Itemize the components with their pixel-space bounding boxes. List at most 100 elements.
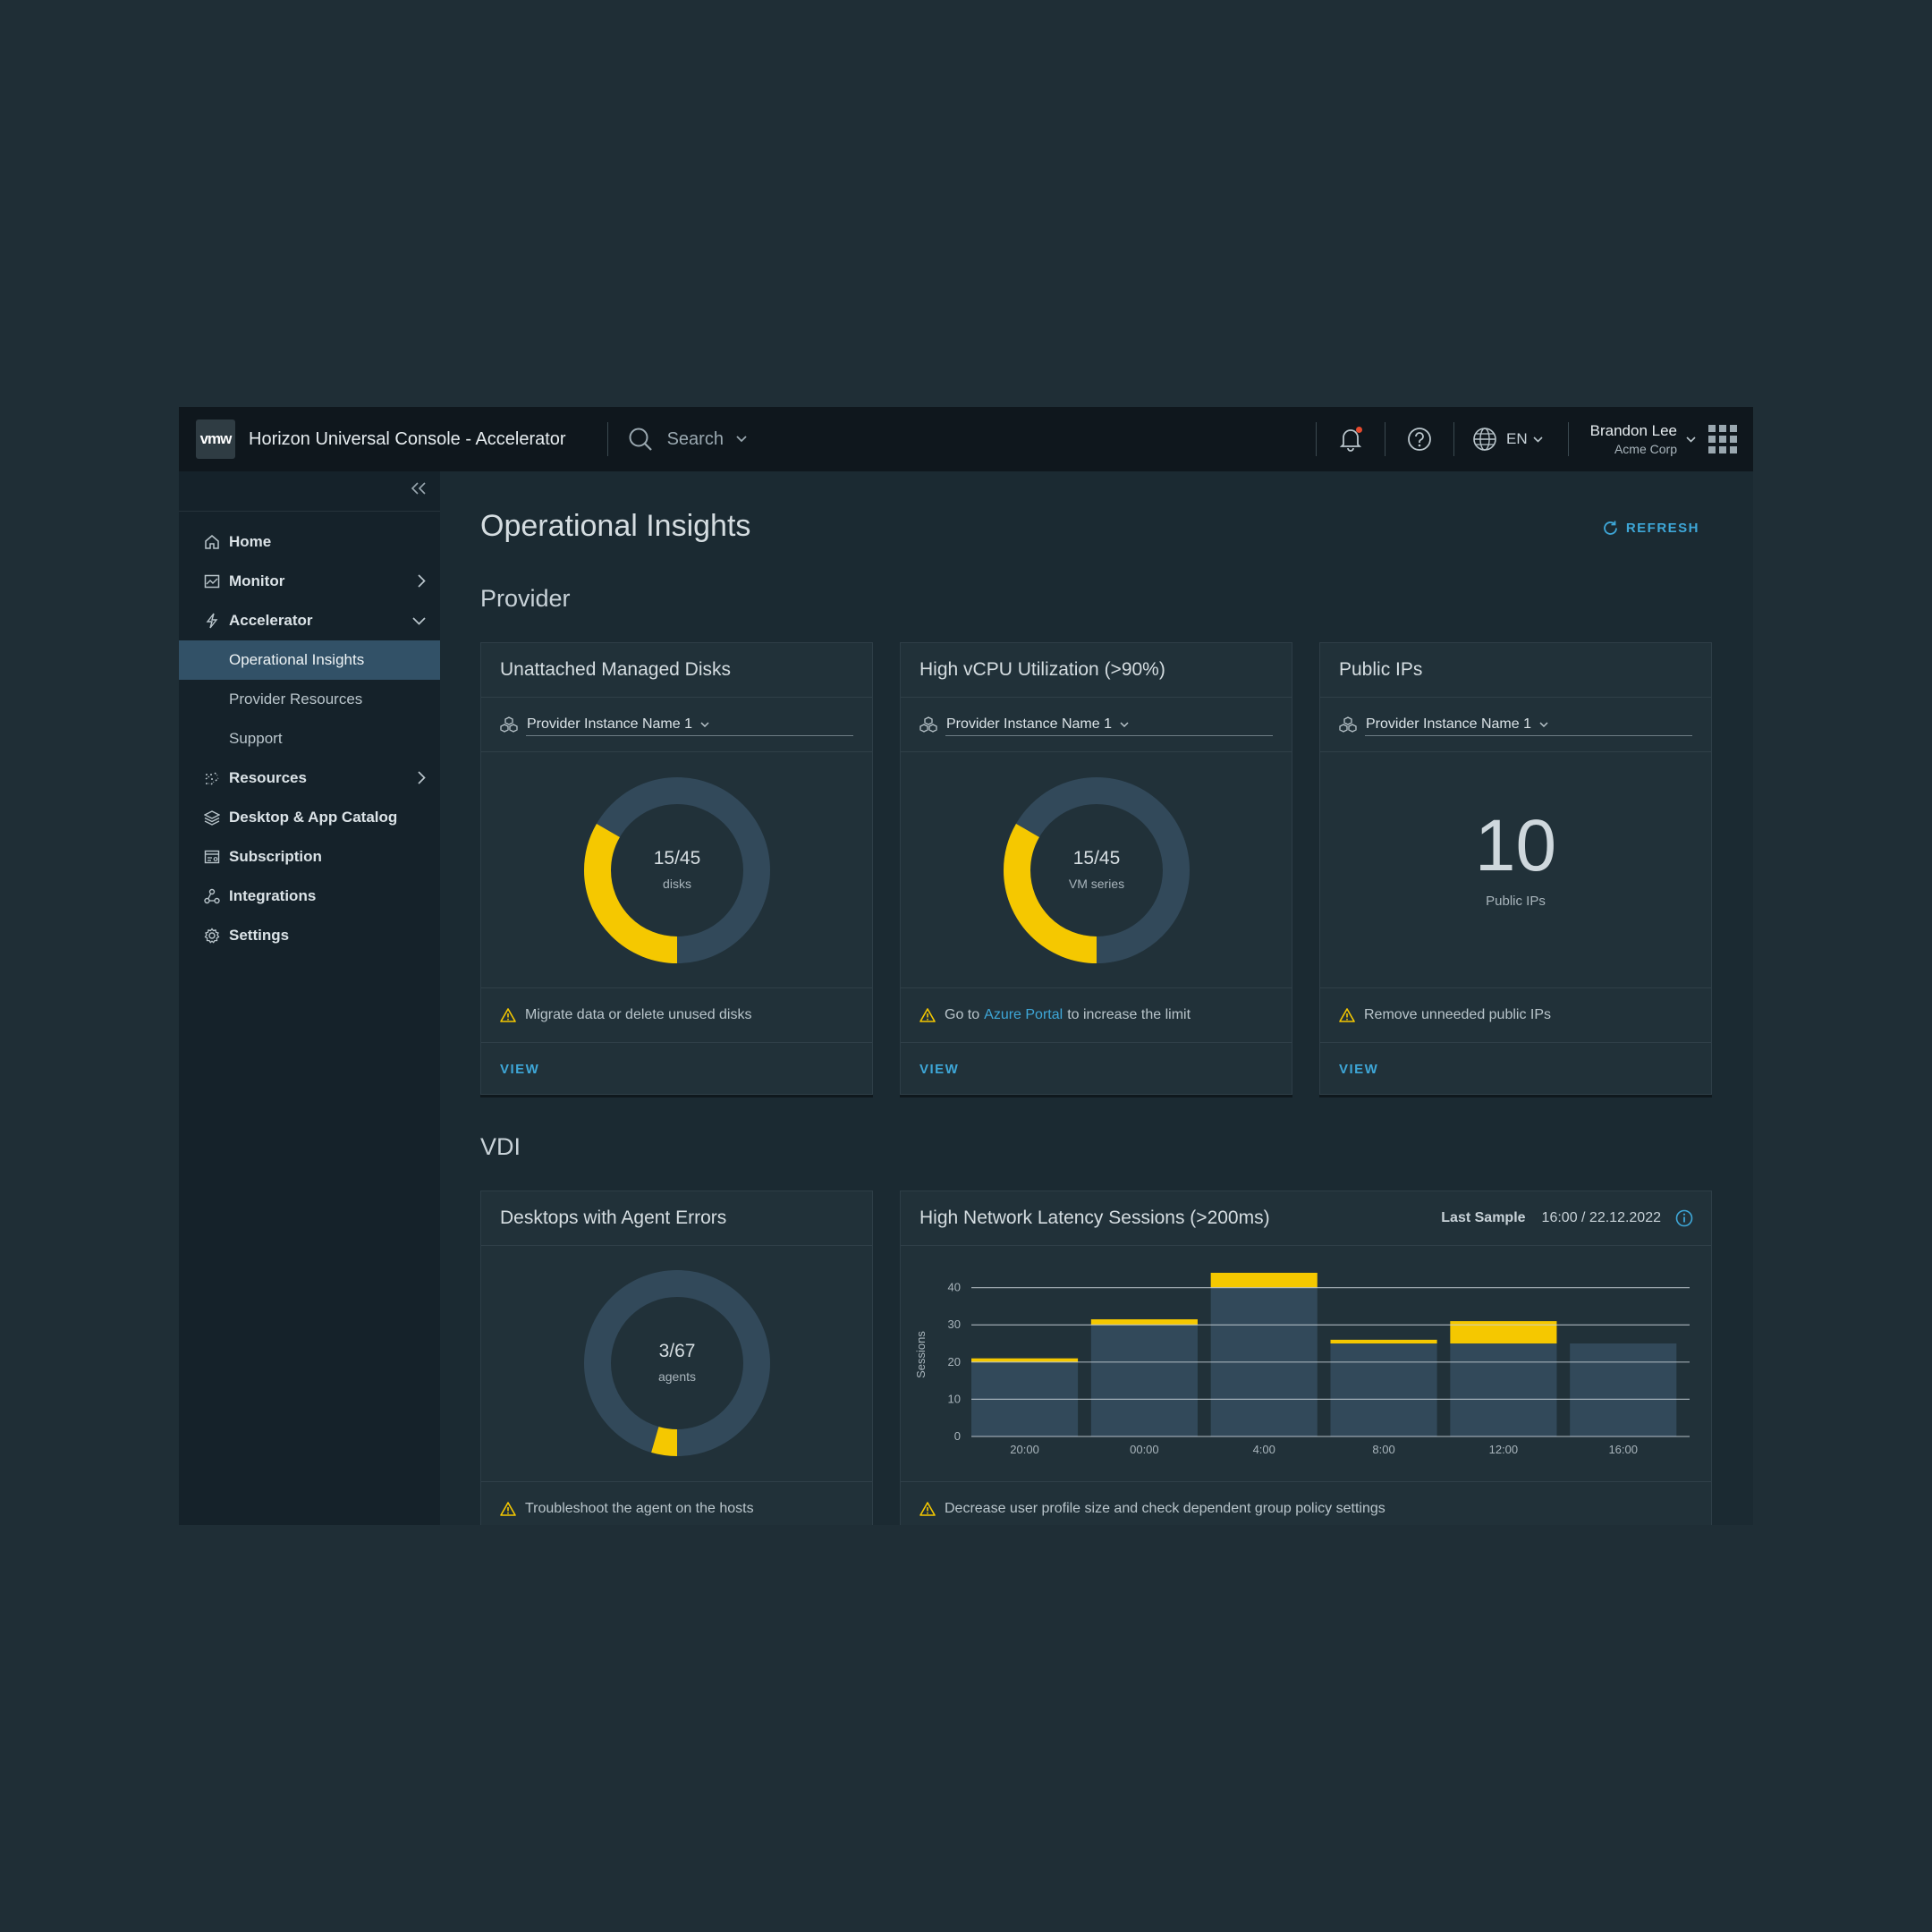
search-box[interactable]: Search [628,427,761,452]
sidebar-item-subscription[interactable]: Subscription [179,837,440,877]
message-text: Migrate data or delete unused disks [525,1007,752,1022]
search-icon [629,428,652,451]
console-window: vmw Horizon Universal Console - Accelera… [179,407,1753,1525]
sidebar-subitem-provider-resources[interactable]: Provider Resources [229,691,363,708]
info-icon [1675,1209,1693,1227]
sidebar-item-settings[interactable]: Settings [179,916,440,955]
x-tick-label: 4:00 [1253,1443,1275,1456]
monitor-icon [204,574,220,589]
card-message: Go to Azure Portal to increase the limit [901,988,1292,1043]
warning-icon [500,1008,516,1022]
card-title: High Network Latency Sessions (>200ms) [919,1208,1270,1228]
vcpu-donut [1004,777,1190,963]
search-placeholder: Search [666,428,724,449]
card-network-latency: High Network Latency Sessions (>200ms) L… [900,1191,1712,1525]
notifications-button[interactable] [1317,407,1385,471]
sidebar-subitem-operational-insights[interactable]: Operational Insights [179,640,440,680]
select-value: Provider Instance Name 1 [527,716,692,732]
section-title-vdi: VDI [480,1133,521,1160]
bar-excess [1330,1339,1437,1344]
sidebar-item-label: Home [229,533,272,550]
chevron-right-icon [418,574,426,588]
chevron-down-icon [700,721,709,727]
sidebar-item-home[interactable]: Home [179,522,440,562]
y-tick-label: 10 [948,1392,961,1405]
message-text: Troubleshoot the agent on the hosts [525,1501,754,1516]
card-message: Migrate data or delete unused disks [481,988,872,1043]
provider-instance-select[interactable]: Provider Instance Name 1 [1339,712,1692,736]
chevron-down-icon [412,617,426,625]
sidebar-item-integrations[interactable]: Integrations [179,877,440,916]
card-body: 3/67 agents [481,1246,872,1482]
sidebar-subitem-support[interactable]: Support [229,730,283,747]
cubes-icon [500,716,518,733]
help-button[interactable] [1385,407,1453,471]
home-icon [205,535,219,549]
card-message: Decrease user profile size and check dep… [901,1482,1711,1525]
app-title: Horizon Universal Console - Accelerator [249,428,566,449]
y-axis-label: Sessions [914,1331,928,1378]
card-body: 15/45 VM series [901,752,1292,988]
latency-bar-chart: 20:00 00:00 4:00 8:00 12:00 16:00 0 10 20 30 40 Ses… [914,1273,1690,1456]
bolt-icon [206,613,218,629]
provider-instance-select[interactable]: Provider Instance Name 1 [500,712,853,736]
view-button[interactable]: VIEW [500,1061,540,1077]
header-divider [1453,422,1454,456]
help-icon [1408,428,1431,451]
info-button[interactable] [1675,1209,1693,1227]
view-button[interactable]: VIEW [1339,1061,1379,1077]
sidebar: Home Monitor Accelerator Operational Ins… [179,471,440,1525]
warning-icon [1339,1008,1355,1022]
card-body: 15/45 disks [481,752,872,988]
donut-fill [584,1270,770,1456]
page-title: Operational Insights [480,509,751,543]
section-title-provider: Provider [480,585,571,612]
sidebar-item-monitor[interactable]: Monitor [179,562,440,601]
chevron-down-icon[interactable] [1686,436,1696,443]
view-button[interactable]: VIEW [919,1061,960,1077]
donut-value: 15/45 [1072,848,1121,869]
bar-base [1090,1325,1198,1436]
refresh-button[interactable]: REFRESH [1602,520,1699,537]
chevron-down-icon [1533,436,1543,443]
vmw-logo[interactable]: vmw [196,419,235,459]
agents-donut [584,1270,770,1456]
language-selector[interactable]: EN [1454,407,1568,471]
refresh-label: REFRESH [1625,521,1699,536]
card-title: High vCPU Utilization (>90%) [901,643,1292,698]
y-tick-label: 30 [948,1318,961,1331]
bar-excess [1210,1273,1318,1288]
bar-excess [971,1358,1079,1362]
card-message: Troubleshoot the agent on the hosts [481,1482,872,1525]
cubes-icon [919,716,937,733]
sidebar-item-resources[interactable]: Resources [179,758,440,798]
chevron-down-icon [736,436,747,443]
sidebar-item-label: Desktop & App Catalog [229,809,398,826]
sidebar-item-label: Integrations [229,887,317,904]
cubes-icon [1339,716,1357,733]
sidebar-item-accelerator[interactable]: Accelerator [179,601,440,640]
warning-icon [500,1502,516,1516]
sidebar-item-desktop-app-catalog[interactable]: Desktop & App Catalog [179,798,440,837]
user-name: Brandon Lee [1589,421,1677,439]
last-sample-label: Last Sample [1441,1210,1526,1225]
main-content: Operational Insights REFRESH Provider Un… [440,471,1753,1525]
user-menu[interactable]: Brandon Lee Acme Corp [1569,421,1686,457]
top-header: vmw Horizon Universal Console - Accelera… [179,407,1753,471]
card-public-ips: Public IPs Provider Instance Name 1 10 P… [1319,642,1712,1095]
y-tick-label: 40 [948,1281,961,1294]
sidebar-item-label: Accelerator [229,612,313,629]
last-sample: Last Sample 16:00 / 22.12.2022 [1441,1191,1693,1245]
public-ips-unit: Public IPs [1486,894,1546,909]
sidebar-item-label: Subscription [229,848,322,865]
collapse-sidebar-icon[interactable] [411,482,426,495]
integrations-icon [204,888,220,904]
donut-unit: agents [657,1369,697,1384]
x-tick-label: 12:00 [1489,1443,1519,1456]
layers-icon [204,810,220,826]
y-tick-label: 20 [948,1355,961,1368]
provider-instance-select[interactable]: Provider Instance Name 1 [919,712,1273,736]
azure-portal-link[interactable]: Azure Portal [984,1007,1063,1022]
bar-base [1450,1343,1557,1436]
app-switcher-icon[interactable] [1708,425,1737,453]
